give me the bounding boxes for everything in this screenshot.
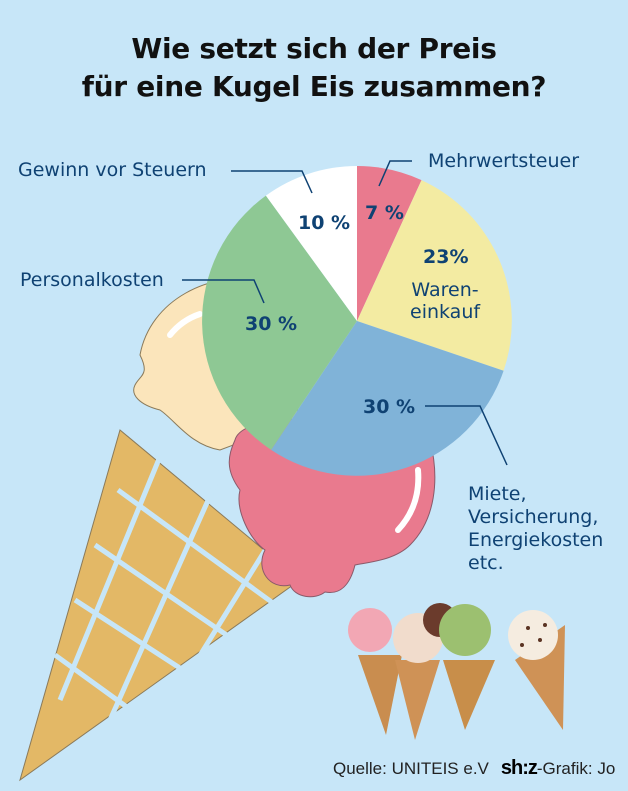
- label-mehrwertsteuer: Mehrwertsteuer: [428, 150, 580, 172]
- label-miete: Miete, Versicherung, Energiekosten etc.: [468, 483, 603, 575]
- pct-miete: 30 %: [363, 396, 416, 418]
- label-miete-line3: Energiekosten: [468, 529, 604, 551]
- credit-text: -Grafik: Jo: [536, 759, 616, 778]
- label-wareneinkauf-line1: Waren-: [411, 279, 479, 301]
- slice-mehrwertsteuer: [357, 166, 422, 321]
- leader-lines: [182, 160, 508, 466]
- label-miete-line1: Miete,: [468, 483, 527, 505]
- slice-wareneinkauf: [357, 180, 512, 371]
- ice-cream-cones-photo: [348, 603, 565, 740]
- pct-personalkosten: 30 %: [245, 313, 298, 335]
- label-wareneinkauf-line2: einkauf: [410, 301, 481, 323]
- source-text: Quelle: UNITEIS e.V: [333, 759, 489, 778]
- slice-miete: [271, 321, 504, 476]
- title-line-1: Wie setzt sich der Preis: [131, 32, 497, 65]
- label-miete-line4: etc.: [468, 552, 504, 574]
- pct-wareneinkauf: 23%: [423, 246, 469, 268]
- pct-gewinn: 10 %: [298, 212, 351, 234]
- title-line-2: für eine Kugel Eis zusammen?: [81, 70, 547, 103]
- label-personalkosten: Personalkosten: [20, 269, 164, 291]
- waffle-cone-illustration: [19, 419, 332, 782]
- footer: Quelle: UNITEIS e.V sh:z-Grafik: Jo: [333, 757, 615, 780]
- label-gewinn: Gewinn vor Steuern: [18, 159, 207, 181]
- shz-logo: sh:z: [500, 757, 538, 779]
- slice-gewinn: [265, 166, 357, 321]
- chart-title: Wie setzt sich der Preis für eine Kugel …: [0, 30, 628, 106]
- pct-mehrwertsteuer: 7 %: [365, 202, 404, 224]
- label-miete-line2: Versicherung,: [468, 506, 599, 528]
- pie-chart: [202, 166, 512, 476]
- slice-personalkosten: [202, 195, 357, 450]
- label-wareneinkauf: Waren- einkauf: [410, 279, 480, 323]
